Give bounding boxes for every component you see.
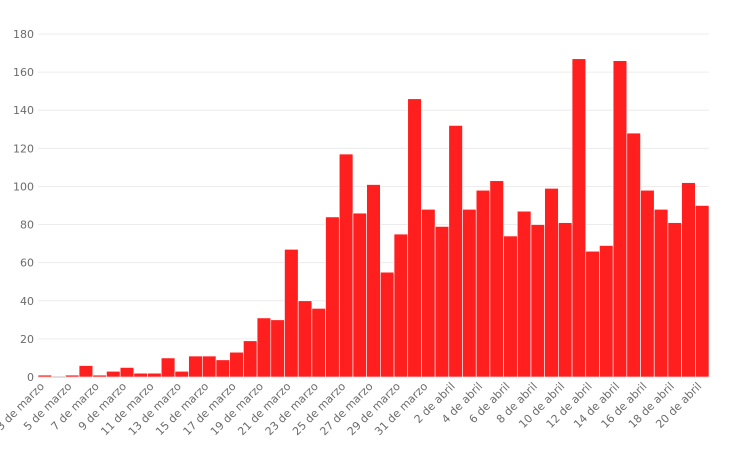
bar — [243, 340, 258, 378]
bar — [544, 188, 559, 378]
bar — [558, 222, 573, 378]
bar — [270, 319, 285, 378]
bar — [503, 235, 518, 378]
bar — [256, 317, 272, 378]
bar — [325, 216, 340, 378]
bar — [475, 189, 491, 378]
bar — [640, 189, 655, 378]
y-tick-label: 120 — [13, 142, 34, 155]
bar — [366, 184, 381, 378]
bar — [133, 372, 148, 378]
y-tick-label: 160 — [13, 66, 34, 79]
bar — [119, 367, 135, 378]
bar — [311, 308, 326, 378]
bar — [37, 374, 52, 378]
bar — [338, 153, 354, 378]
bar — [188, 355, 203, 378]
bar — [448, 125, 463, 378]
y-tick-label: 140 — [13, 104, 34, 117]
bar — [626, 132, 641, 378]
bar — [297, 300, 313, 378]
bar — [160, 357, 176, 378]
bar — [695, 205, 710, 378]
bar — [421, 209, 436, 378]
bar — [92, 374, 107, 378]
y-tick-label: 100 — [13, 180, 34, 193]
bar — [284, 249, 299, 378]
bar — [489, 180, 504, 378]
y-tick-label: 180 — [13, 28, 34, 41]
bar — [174, 370, 189, 378]
bar — [352, 212, 367, 378]
bar — [434, 226, 450, 378]
bar — [65, 374, 80, 378]
bar — [681, 182, 696, 378]
y-tick-label: 0 — [27, 371, 34, 384]
bar — [215, 359, 231, 378]
bar — [530, 224, 545, 378]
bar — [516, 210, 532, 378]
bar — [462, 209, 477, 378]
y-tick-label: 40 — [20, 295, 34, 308]
bar — [407, 98, 422, 378]
bar — [202, 355, 217, 378]
y-tick-label: 20 — [20, 333, 34, 346]
bar — [585, 250, 600, 378]
bar — [78, 365, 94, 378]
bar — [653, 209, 669, 378]
y-tick-label: 60 — [20, 257, 34, 270]
bar — [393, 233, 409, 378]
y-tick-label: 80 — [20, 219, 34, 232]
bar — [229, 351, 244, 378]
bar — [667, 222, 682, 378]
bar — [571, 58, 587, 378]
bar — [612, 60, 628, 378]
bar — [106, 370, 121, 378]
bar — [380, 271, 395, 378]
bar — [599, 245, 614, 378]
bar — [147, 372, 162, 378]
